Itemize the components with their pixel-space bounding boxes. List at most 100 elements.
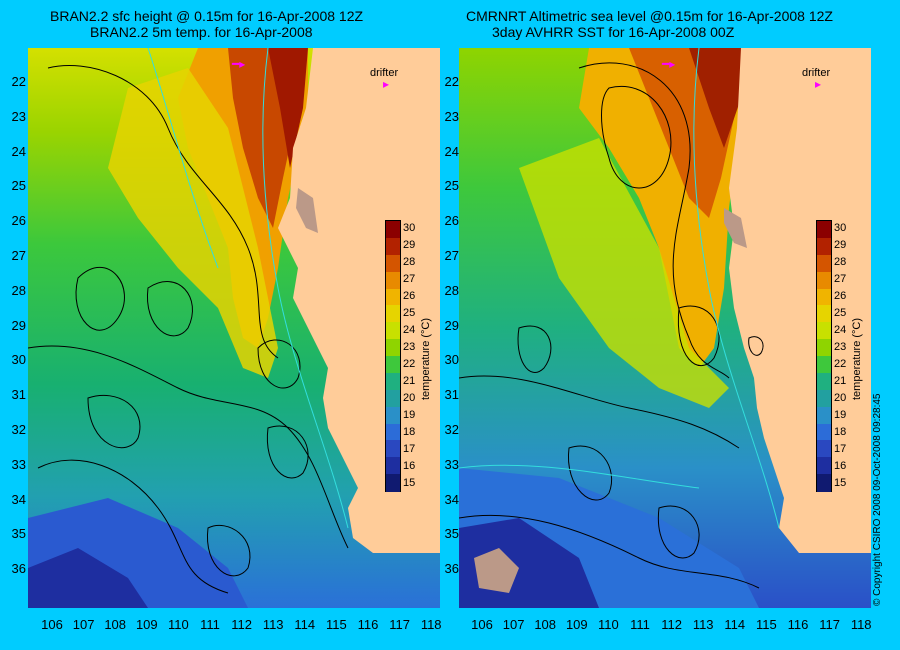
colorbar-swatch — [817, 339, 831, 357]
latitude-label: 27 — [444, 248, 459, 263]
right-colorbar-title: temperature (°C) — [851, 317, 863, 400]
colorbar-swatch — [386, 372, 400, 391]
colorbar-tick-label: 24 — [834, 324, 847, 336]
longitude-label: 109 — [135, 617, 158, 632]
sea-level-contours — [28, 65, 349, 594]
right-title-line2: 3day AVHRR SST for 16-Apr-2008 00Z — [492, 24, 735, 40]
latitude-label: 28 — [444, 282, 459, 298]
latitude-label: 33 — [11, 456, 26, 472]
colorbar-swatch — [386, 237, 400, 256]
left-map-panel — [28, 48, 440, 608]
left-drifter-label: drifter — [370, 67, 399, 79]
left-title-line2: BRAN2.2 5m temp. for 16-Apr-2008 — [90, 24, 313, 40]
colorbar-tick-label: 23 — [834, 341, 847, 353]
colorbar-strip — [385, 220, 401, 492]
latitude-label: 27 — [11, 248, 26, 263]
colorbar-tick-label: 25 — [403, 307, 416, 319]
hottest-current — [689, 48, 749, 148]
bathymetry-contours — [459, 48, 780, 529]
left-sst-map — [28, 48, 440, 608]
colorbar-swatch — [817, 423, 831, 441]
colorbar-swatch — [817, 305, 831, 323]
colorbar-swatch — [386, 389, 400, 408]
longitude-label: 114 — [724, 617, 746, 632]
latitude-label: 22 — [11, 74, 26, 89]
longitude-label: 107 — [502, 617, 525, 632]
colorbar-tick-label: 20 — [403, 392, 416, 404]
land-australia — [729, 48, 871, 553]
colorbar-swatch — [817, 288, 831, 306]
longitude-label: 108 — [104, 617, 127, 632]
colorbar-strip — [816, 220, 832, 492]
cloud-gap — [474, 548, 519, 593]
longitude-label: 118 — [850, 617, 872, 632]
hottest-current — [268, 48, 308, 168]
colorbar-tick-label: 17 — [834, 443, 847, 455]
colorbar-tick-label: 23 — [403, 341, 416, 353]
latitude-label: 35 — [444, 526, 459, 542]
colorbar-swatch — [386, 305, 400, 323]
sea-level-contours — [459, 62, 764, 589]
colorbar-tick-label: 20 — [834, 392, 847, 404]
right-drifter-track-icon: ━▸ — [662, 57, 676, 71]
latitude-label: 31 — [444, 387, 459, 403]
colorbar-swatch — [386, 322, 400, 340]
colorbar-tick-label: 19 — [403, 409, 416, 421]
coldest-southwest — [28, 548, 148, 608]
latitude-label: 29 — [11, 317, 26, 333]
longitude-label: 111 — [200, 617, 220, 632]
colorbar-tick-label: 28 — [834, 256, 847, 268]
right-sst-map — [459, 48, 871, 608]
longitude-label: 107 — [72, 617, 95, 632]
colorbar-tick-label: 29 — [403, 239, 416, 251]
colorbar-swatch — [817, 322, 831, 340]
latitude-label: 25 — [11, 178, 26, 194]
longitude-label: 112 — [231, 617, 252, 632]
latitude-label: 22 — [444, 74, 459, 89]
colorbar-tick-label: 16 — [834, 460, 847, 472]
latitude-label: 26 — [11, 213, 26, 229]
colorbar-tick-label: 26 — [403, 290, 416, 302]
colorbar-swatch — [386, 288, 400, 306]
longitude-label: 110 — [598, 617, 619, 632]
longitude-label: 110 — [168, 617, 189, 632]
latitude-label: 33 — [444, 456, 459, 472]
colorbar-tick-label: 18 — [834, 426, 847, 438]
right-map-panel — [459, 48, 871, 608]
latitude-label: 34 — [11, 491, 26, 507]
latitude-label: 36 — [444, 561, 459, 577]
latitude-label: 36 — [11, 561, 26, 577]
longitude-label: 116 — [357, 617, 379, 632]
colorbar-tick-label: 27 — [403, 273, 416, 285]
latitude-label: 30 — [11, 352, 26, 368]
shark-bay — [296, 188, 318, 233]
colorbar-swatch — [817, 457, 831, 475]
shark-bay — [724, 208, 747, 248]
colorbar-tick-label: 15 — [834, 477, 847, 489]
colorbar-tick-label: 22 — [403, 358, 416, 370]
colorbar-tick-label: 29 — [834, 239, 847, 251]
latitude-label: 32 — [444, 422, 459, 437]
latitude-label: 23 — [444, 108, 459, 124]
yellow-zone — [108, 68, 278, 378]
colorbar-tick-label: 22 — [834, 358, 847, 370]
colorbar-swatch — [386, 356, 400, 374]
colorbar-tick-label: 30 — [403, 222, 416, 234]
right-drifter-label: drifter — [802, 67, 831, 79]
bathymetry-contours — [147, 48, 349, 529]
colorbar-swatch — [386, 474, 400, 492]
longitude-label: 106 — [471, 617, 493, 632]
colorbar-swatch — [817, 237, 831, 256]
left-drifter-arrow-icon: ▸ — [383, 77, 390, 91]
latitude-label: 35 — [11, 526, 26, 542]
longitude-label: 113 — [262, 617, 284, 632]
latitude-label: 32 — [11, 422, 26, 437]
colorbar-swatch — [386, 440, 400, 458]
colorbar-tick-label: 18 — [403, 426, 416, 438]
colorbar-swatch — [817, 254, 831, 273]
colorbar-tick-label: 15 — [403, 477, 416, 489]
left-title-line1: BRAN2.2 sfc height @ 0.15m for 16-Apr-20… — [50, 8, 364, 24]
latitude-label: 28 — [11, 282, 26, 298]
colorbar-swatch — [817, 356, 831, 374]
latitude-label: 29 — [444, 317, 459, 333]
